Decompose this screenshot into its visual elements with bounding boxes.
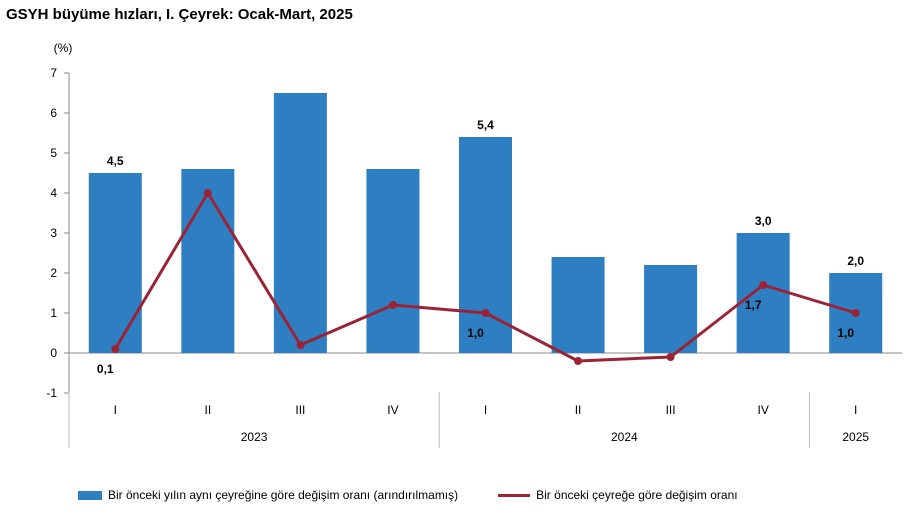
y-unit-label: (%): [54, 41, 73, 55]
bar-series: [88, 93, 883, 353]
x-tick-label: I: [114, 403, 117, 417]
bar: [366, 169, 420, 353]
growth-chart: -1 0 1 2 3 4 5 6 7 (%) 4,5 5,4 3,0 2,0 0,1 1,0 1,7 1,0 I…: [46, 41, 902, 448]
y-tick-label: 3: [50, 226, 57, 240]
y-tick-label: 5: [50, 146, 57, 160]
y-tick-label: -1: [46, 386, 57, 400]
y-tick-label: 1: [50, 306, 57, 320]
line-point: [481, 309, 490, 317]
data-labels: 4,5 5,4 3,0 2,0 0,1 1,0 1,7 1,0: [97, 118, 864, 376]
chart-title: GSYH büyüme hızları, I. Çeyrek: Ocak-Mar…: [6, 6, 353, 23]
y-tick-label: 6: [50, 106, 57, 120]
x-tick-label: I: [484, 403, 487, 417]
bar-data-label: 2,0: [847, 254, 864, 268]
x-tick-label: II: [204, 403, 211, 417]
bar: [181, 169, 235, 353]
line-point: [759, 281, 768, 289]
bar-data-label: 3,0: [755, 214, 772, 228]
y-tick-label: 2: [50, 266, 57, 280]
year-label: 2025: [842, 430, 869, 444]
line-data-label: 1,0: [837, 326, 854, 340]
x-tick-label: III: [295, 403, 305, 417]
x-tick-label: IV: [387, 403, 398, 417]
bar: [88, 173, 142, 353]
legend-bar-swatch: [78, 490, 102, 500]
line-point: [111, 345, 120, 353]
line-point: [851, 309, 860, 317]
y-tick-label: 0: [50, 346, 57, 360]
x-tick-label: II: [575, 403, 582, 417]
line-point: [203, 189, 212, 197]
bar: [644, 265, 698, 353]
bar-data-label: 5,4: [477, 118, 494, 132]
line-point: [666, 353, 675, 361]
bar-data-label: 4,5: [107, 154, 124, 168]
legend-line-swatch: [498, 493, 531, 497]
x-tick-label: III: [666, 403, 676, 417]
bar: [551, 257, 605, 353]
y-tick-label: 4: [50, 186, 57, 200]
bar: [273, 93, 327, 353]
line-series: [111, 189, 860, 365]
line-data-label: 1,7: [745, 298, 762, 312]
year-label: 2023: [241, 430, 268, 444]
bar: [736, 233, 790, 353]
line-data-label: 0,1: [97, 362, 114, 376]
line-point: [388, 301, 397, 309]
year-label: 2024: [611, 430, 638, 444]
legend: Bir önceki yılın aynı çeyreğine göre değ…: [78, 488, 738, 502]
line-point: [296, 341, 305, 349]
y-tick-label: 7: [50, 66, 57, 80]
line-point: [574, 357, 583, 365]
legend-line-label: Bir önceki çeyreğe göre değişim oranı: [536, 488, 738, 502]
x-tick-label: I: [854, 403, 857, 417]
line-data-label: 1,0: [467, 326, 484, 340]
x-tick-label: IV: [757, 403, 768, 417]
legend-bar-label: Bir önceki yılın aynı çeyreğine göre değ…: [108, 488, 459, 502]
bar: [459, 137, 512, 353]
